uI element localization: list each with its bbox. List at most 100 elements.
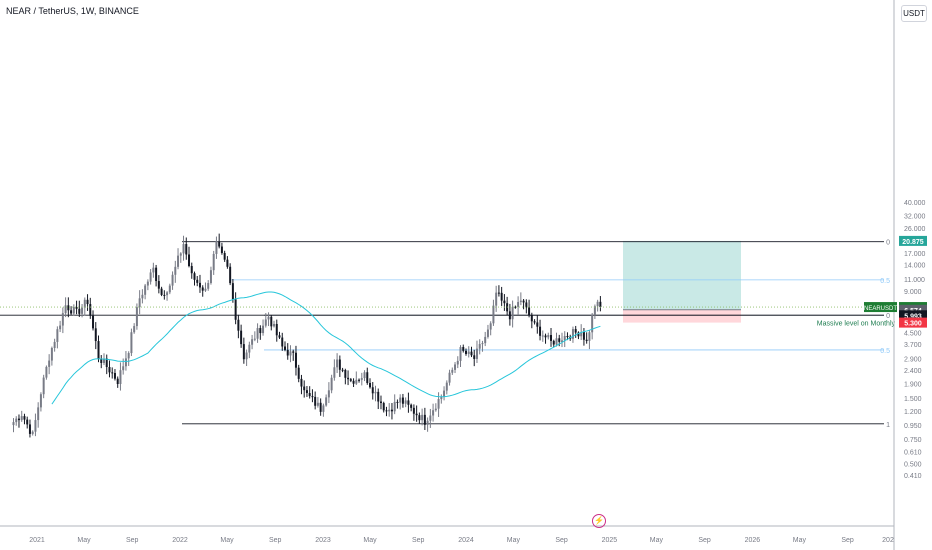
candle-body [34,420,37,432]
candle-body [355,379,358,384]
candle-body [522,300,525,303]
candle-body [113,372,116,379]
candle-body [251,339,254,345]
candle-body [388,409,391,412]
candle-body [486,329,489,337]
candle-body [467,351,470,354]
candle-body [401,397,404,404]
time-tick-label: 2023 [315,537,331,544]
candle-body [177,255,180,267]
candle-body [366,372,369,383]
candle-body [97,341,100,359]
time-tick-label: 202 [882,537,894,544]
candle-body [550,335,553,341]
candle-body [166,292,169,296]
candle-body [585,339,588,341]
candle-body [341,369,344,371]
currency-button[interactable]: USDT [901,5,927,22]
candle-body [363,372,366,379]
fibonacci-levels[interactable]: 0 0.5 0 0.5 1 [0,240,890,429]
candle-body [196,279,199,283]
candle-body [141,294,144,299]
candle-body [78,308,81,314]
candle-body [245,352,248,360]
candle-body [412,407,415,414]
candle-body [105,358,108,368]
annotations[interactable]: Massive level on Monthly [817,320,896,327]
candle-body [193,273,196,280]
candle-body [207,283,210,289]
candle-body [259,328,262,334]
lightning-icon[interactable]: ⚡ [592,514,606,528]
candle-body [26,419,29,425]
candle-body [377,391,380,402]
candle-body [547,335,550,338]
candle-body [270,316,273,327]
level-price-tag-bg [899,310,927,321]
target-price-tag: 20.875 [902,239,924,246]
candle-body [360,378,363,380]
stop-price-tag-bg [899,317,927,328]
candle-body [215,241,218,254]
fib-level-label: 0.5 [880,278,890,285]
candle-body [168,285,171,293]
candle-body [116,378,119,384]
candle-body [599,301,602,308]
candle-body [574,329,577,333]
price-tick-label: 1.200 [904,409,922,416]
candle-body [157,281,160,289]
candle-body [407,400,410,405]
candle-body [256,328,259,339]
candle-body [223,252,226,260]
candle-body [281,337,284,347]
candle-body [511,306,514,320]
candle-body [344,370,347,378]
candle-body [533,321,536,323]
time-tick-label: Sep [841,537,854,544]
price-tick-label: 0.950 [904,423,922,430]
level-price-tag: 5.993 [904,313,922,320]
candle-body [514,306,517,308]
candle-body [111,372,114,374]
candle-body [130,332,133,354]
candle-body [369,382,372,388]
candle-body [179,253,182,256]
candle-body [108,367,111,373]
candle-body [591,314,594,333]
candle-body [503,300,506,304]
candle-body [201,287,204,291]
candle-body [536,322,539,327]
candle-body [48,360,51,367]
candles[interactable] [12,233,602,438]
price-tick-label: 3.700 [904,342,922,349]
fib-level-label: 0 [886,313,890,320]
candle-body [127,353,130,359]
time-axis[interactable]: 2021 May Sep 2022 May Sep 2023 May Sep 2024 May Sep… [0,525,894,544]
time-tick-label: Sep [126,537,139,544]
candle-body [571,329,574,339]
candle-body [390,409,393,412]
candle-body [530,315,533,322]
candle-body [155,267,158,282]
time-tick-label: May [507,537,521,544]
candle-body [75,307,78,309]
symbol-tag-bg [864,302,897,313]
candle-body [577,332,580,337]
candle-body [336,359,339,368]
candle-body [489,323,492,330]
candle-body [325,397,328,406]
candle-body [100,358,103,363]
position-zones[interactable] [623,240,741,323]
candle-body [220,246,223,253]
price-axis[interactable]: 40.000 32.000 26.000 17.000 14.000 11.000 9.00… [893,0,926,550]
candle-body [171,274,174,286]
candle-body [429,415,432,421]
candle-body [209,270,212,284]
candle-body [415,413,418,416]
candle-body [560,340,563,342]
candle-body [133,326,136,333]
candle-body [144,285,147,295]
candle-body [234,299,237,320]
moving-average[interactable] [51,291,601,405]
